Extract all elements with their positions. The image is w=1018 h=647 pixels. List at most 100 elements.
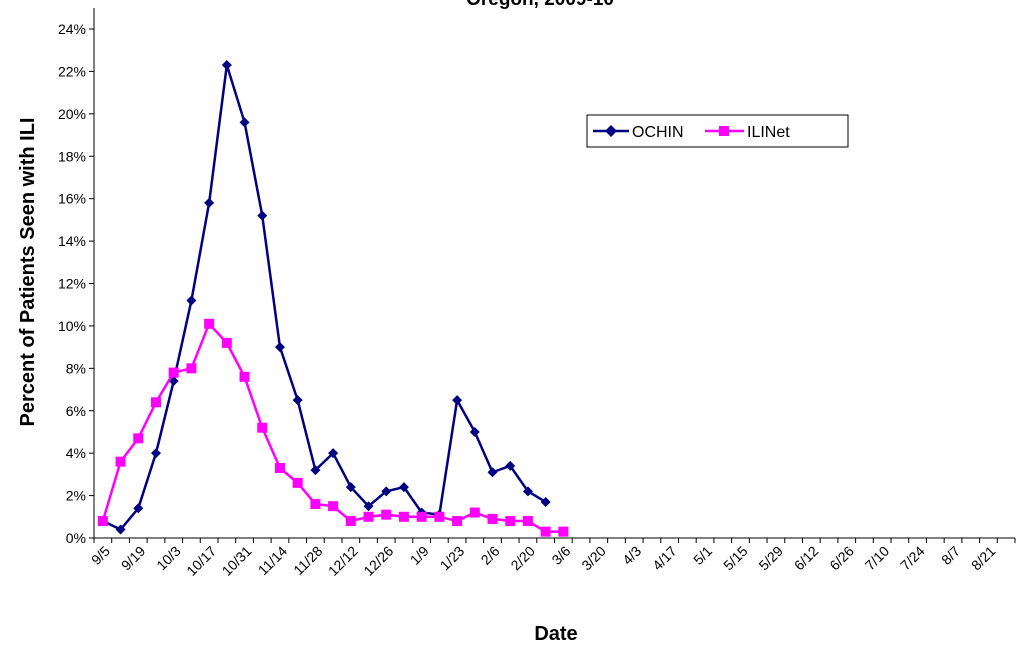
ilinet-data-point [274, 463, 285, 474]
y-tick-label: 20% [58, 106, 86, 122]
ilinet-data-point [204, 318, 215, 329]
x-tick-label: 12/12 [325, 543, 361, 579]
x-tick-label: 10/31 [219, 543, 255, 579]
ilinet-data-point [469, 507, 480, 518]
y-axis-title: Percent of Patients Seen with ILI [17, 118, 39, 427]
ochin-data-point [381, 486, 392, 497]
ilinet-data-point [310, 499, 321, 510]
x-tick-label: 6/26 [826, 543, 857, 574]
chart-title: Oregon, 2009-10 [466, 0, 614, 10]
ochin-data-point [204, 197, 215, 208]
ochin-data-point [487, 467, 498, 478]
y-tick-label: 4% [66, 445, 86, 461]
x-tick-label: 8/21 [968, 543, 999, 574]
y-tick-label: 2% [66, 488, 86, 504]
legend: OCHIN ILINet [586, 114, 849, 148]
x-tick-label: 4/17 [649, 543, 680, 574]
ilinet-data-point [168, 367, 179, 378]
ilinet-data-point [363, 511, 374, 522]
y-tick-label: 6% [66, 403, 86, 419]
ochin-data-point [328, 448, 339, 459]
y-tick-label: 24% [58, 21, 86, 37]
legend-ochin-marker [605, 125, 617, 137]
ilinet-data-point [133, 433, 144, 444]
legend-ilinet-label: ILINet [747, 124, 790, 141]
ochin-data-point [345, 482, 356, 493]
plot-area [97, 60, 569, 537]
y-tick-label: 18% [58, 148, 86, 164]
x-tick-label: 10/17 [183, 543, 219, 579]
ochin-data-point [150, 448, 161, 459]
ilinet-data-point [221, 337, 232, 348]
x-tick-label: 2/6 [478, 543, 503, 568]
x-tick-label: 10/3 [153, 543, 184, 574]
ilinet-data-point [97, 516, 108, 527]
x-tick-label: 4/3 [619, 543, 644, 568]
ilinet-data-point [558, 526, 569, 537]
ilinet-data-point [505, 516, 516, 527]
ochin-data-point [221, 60, 232, 71]
ilinet-data-point [452, 516, 463, 527]
x-tick-label: 11/14 [255, 543, 291, 579]
x-tick-label: 6/12 [791, 543, 822, 574]
legend-ochin-label: OCHIN [632, 124, 684, 141]
ilinet-data-point [434, 511, 445, 522]
x-tick-label: 12/26 [360, 543, 396, 579]
x-tick-label: 7/10 [862, 543, 893, 574]
ochin-data-point [469, 426, 480, 437]
x-tick-label: 11/28 [290, 543, 326, 579]
x-tick-label: 5/15 [720, 543, 751, 574]
ochin-data-point [239, 117, 250, 128]
x-tick-label: 9/5 [88, 543, 113, 568]
y-tick-label: 8% [66, 360, 86, 376]
ochin-data-point [522, 486, 533, 497]
x-tick-label: 3/6 [548, 543, 573, 568]
ochin-data-point [310, 465, 321, 476]
legend-ilinet-marker [719, 126, 729, 136]
ilinet-data-point [540, 526, 551, 537]
ilinet-data-point [398, 511, 409, 522]
x-axis-title: Date [534, 623, 577, 645]
ochin-data-point [257, 210, 268, 221]
ilinet-data-point [115, 456, 126, 467]
y-axis: 0% 2% 4% 6% 8% 10% 12% 14% 16% 18% 20% 22% 24% [58, 21, 94, 546]
ochin-series-line [102, 63, 547, 531]
y-tick-label: 22% [58, 63, 86, 79]
ilinet-data-point [186, 363, 197, 374]
x-tick-label: 7/24 [897, 543, 928, 574]
x-tick-label: 1/9 [407, 543, 432, 568]
ilinet-data-point [292, 477, 303, 488]
ilinet-data-point [150, 397, 161, 408]
ochin-data-point [133, 503, 144, 514]
y-tick-label: 10% [58, 318, 86, 334]
ilinet-data-point [487, 513, 498, 524]
ilinet-data-point [381, 509, 392, 520]
x-tick-label: 5/1 [690, 543, 715, 568]
ochin-data-point [115, 524, 126, 535]
y-tick-label: 0% [66, 530, 86, 546]
ochin-data-point [540, 496, 551, 507]
ochin-data-point [398, 482, 409, 493]
ochin-data-point [274, 342, 285, 353]
x-tick-label: 2/20 [507, 543, 538, 574]
ochin-data-point [505, 460, 516, 471]
x-tick-label: 9/19 [118, 543, 149, 574]
y-tick-label: 16% [58, 191, 86, 207]
ochin-data-point [452, 395, 463, 406]
x-tick-label: 1/23 [437, 543, 468, 574]
x-tick-label: 5/29 [755, 543, 786, 574]
ochin-data-point [186, 295, 197, 306]
ilinet-data-point [328, 501, 339, 512]
x-tick-label: 8/7 [938, 543, 963, 568]
y-tick-label: 14% [58, 233, 86, 249]
ochin-data-point [363, 501, 374, 512]
ilinet-data-point [416, 511, 427, 522]
ilinet-data-point [239, 371, 250, 382]
ochin-data-point [292, 395, 303, 406]
x-axis: 9/5 9/19 10/3 10/17 10/31 11/14 11/28 12/12 12/2… [88, 538, 1016, 579]
ilinet-data-point [257, 422, 268, 433]
x-tick-label: 3/20 [578, 543, 609, 574]
ilinet-data-point [522, 516, 533, 527]
ilinet-series-line [101, 322, 564, 533]
